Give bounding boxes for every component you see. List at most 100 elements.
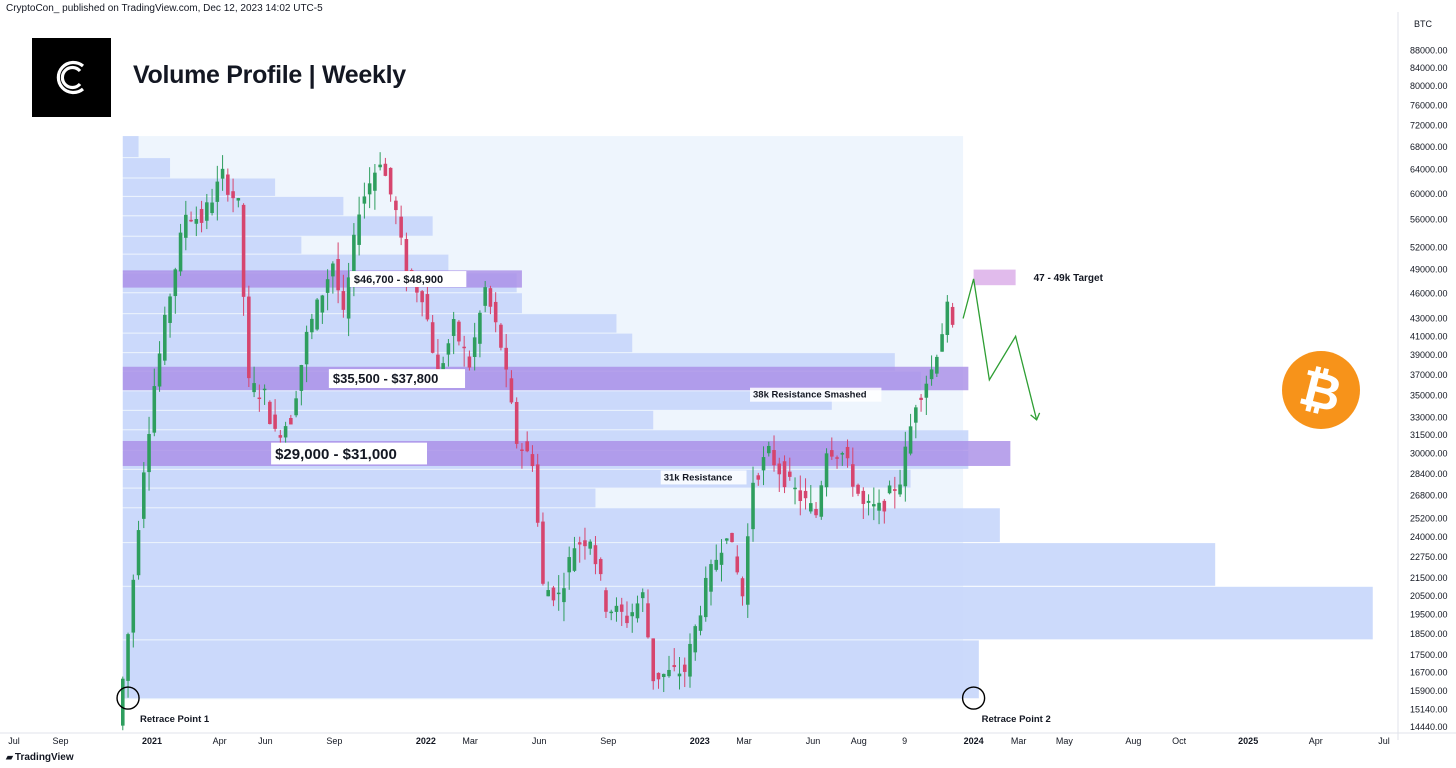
candle-body	[399, 216, 403, 238]
candle-body	[898, 484, 902, 495]
candle-body	[404, 239, 409, 284]
candle-body	[667, 669, 671, 677]
y-tick-label: 31500.00	[1410, 430, 1448, 440]
candle-body	[325, 279, 330, 293]
candle-body	[194, 219, 199, 224]
candle-body	[163, 314, 167, 361]
candle-body	[745, 536, 750, 605]
y-tick-label: 28400.00	[1410, 469, 1448, 479]
candle-body	[798, 490, 803, 502]
candle-body	[131, 579, 136, 633]
candle-body	[478, 312, 482, 344]
candle-body	[756, 475, 761, 480]
candle-body	[766, 445, 771, 454]
candle-body	[830, 450, 834, 457]
candle-body	[283, 426, 288, 438]
candle-body	[677, 673, 682, 677]
candle-body	[241, 204, 246, 297]
candle-body	[126, 634, 130, 681]
support-resistance-zone	[122, 440, 1011, 466]
candle-body	[446, 343, 451, 355]
candle-body	[656, 672, 661, 680]
x-tick-label: Oct	[1172, 736, 1187, 746]
x-tick-label: Aug	[851, 736, 867, 746]
candle-body	[457, 321, 461, 342]
candle-body	[467, 356, 472, 368]
candle-body	[609, 611, 614, 614]
candle-body	[709, 564, 713, 592]
candle-body	[724, 538, 729, 541]
tradingview-icon: ▰	[6, 752, 13, 762]
candle-body	[719, 552, 724, 565]
volume-profile-bar	[122, 469, 911, 488]
candle-body	[935, 356, 939, 374]
candle-body	[851, 464, 855, 487]
candle-body	[887, 485, 892, 494]
y-tick-label: 17500.00	[1410, 650, 1448, 660]
candle-body	[714, 559, 719, 570]
x-tick-label: Apr	[1309, 736, 1323, 746]
candle-body	[315, 299, 319, 330]
candle-body	[824, 453, 829, 488]
x-tick-label: 2025	[1238, 736, 1258, 746]
y-tick-label: 41000.00	[1410, 331, 1448, 341]
volume-profile-bar	[122, 488, 596, 508]
candle-body	[567, 557, 571, 573]
candle-body	[294, 398, 298, 416]
candle-body	[441, 363, 445, 375]
volume-profile-bar	[122, 640, 979, 699]
candle-body	[625, 615, 629, 624]
volume-profile-bar	[122, 314, 617, 333]
y-tick-label: 15140.00	[1410, 704, 1448, 714]
x-tick-label: 9	[902, 736, 907, 746]
candle-body	[903, 446, 908, 487]
y-tick-label: 35000.00	[1410, 391, 1448, 401]
retrace-circle	[961, 686, 986, 710]
candle-body	[257, 397, 262, 400]
candle-body	[252, 383, 256, 393]
candle-body	[236, 198, 241, 201]
candle-body	[525, 441, 529, 452]
candle-body	[924, 383, 929, 398]
x-tick-label: May	[1056, 736, 1074, 746]
candle-body	[289, 417, 293, 425]
candle-body	[698, 615, 703, 631]
volume-profile-bar	[122, 254, 449, 273]
candle-body	[693, 626, 698, 653]
candle-body	[556, 592, 561, 595]
y-tick-label: 72000.00	[1410, 121, 1448, 131]
y-tick-label: 19500.00	[1410, 610, 1448, 620]
candle-body	[751, 482, 755, 530]
candle-body	[367, 183, 372, 195]
candle-body	[640, 592, 645, 599]
tradingview-label: TradingView	[14, 752, 74, 763]
candle-body	[945, 301, 950, 335]
candle-body	[415, 282, 419, 293]
volume-profile-bar	[122, 158, 171, 178]
y-tick-label: 37000.00	[1410, 370, 1448, 380]
candle-body	[483, 287, 487, 306]
y-tick-label: 68000.00	[1410, 142, 1448, 152]
y-tick-label: 49000.00	[1410, 265, 1448, 275]
candle-body	[740, 578, 745, 597]
y-tick-label: 60000.00	[1410, 189, 1448, 199]
candle-body	[210, 202, 214, 214]
x-tick-label: Jul	[8, 736, 20, 746]
candle-body	[388, 167, 393, 195]
y-tick-label: 88000.00	[1410, 45, 1448, 55]
candle-body	[273, 414, 277, 429]
candle-body	[152, 386, 157, 433]
y-tick-label: 46000.00	[1410, 288, 1448, 298]
x-tick-label: Jun	[806, 736, 821, 746]
candle-body	[908, 426, 913, 454]
y-tick-label: 15900.00	[1410, 686, 1448, 696]
candle-body	[630, 612, 635, 617]
candle-body	[331, 263, 335, 277]
zone-label-bg	[349, 271, 467, 288]
x-tick-label: Sep	[53, 736, 69, 746]
candle-body	[488, 288, 493, 307]
candle-body	[189, 219, 193, 222]
projection-line	[962, 278, 1038, 421]
candle-body	[541, 521, 545, 584]
